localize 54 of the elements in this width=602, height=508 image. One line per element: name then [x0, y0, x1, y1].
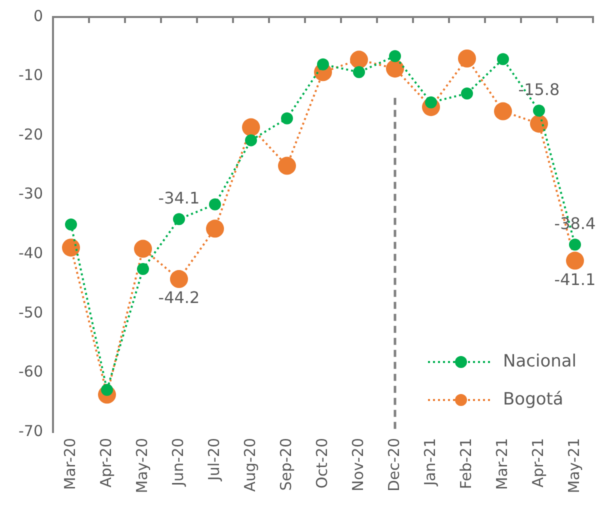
point: [245, 134, 257, 146]
y-tick-label: -50: [18, 303, 43, 322]
x-tick-label: Dec-20: [384, 438, 403, 492]
y-tick-label: -20: [18, 125, 43, 144]
y-tick-label: 0: [33, 6, 43, 25]
legend-label: Bogotá: [503, 389, 564, 410]
point: [458, 50, 476, 68]
point: [278, 156, 296, 175]
data-label: -15.8: [518, 80, 560, 99]
x-tick-label: Jun-20: [168, 438, 187, 487]
x-tick-label: Sep-20: [276, 438, 295, 491]
data-label: -34.1: [158, 188, 200, 208]
y-tick-label: -30: [18, 184, 43, 203]
point: [569, 238, 581, 251]
point: [566, 252, 584, 270]
y-tick-label: -70: [18, 422, 43, 440]
point: [386, 60, 404, 78]
legend-label: Nacional: [503, 351, 577, 372]
point: [209, 198, 221, 210]
x-tick-label: Jan-21: [420, 438, 439, 487]
point: [350, 50, 368, 69]
point: [461, 87, 473, 100]
point: [170, 270, 188, 288]
point: [173, 213, 185, 226]
data-label: -41.1: [554, 270, 596, 289]
data-label: -44.2: [158, 288, 200, 308]
x-tick-label: Mar-21: [492, 438, 511, 490]
point: [134, 240, 152, 258]
point: [206, 220, 224, 238]
x-tick-label: Mar-20: [60, 438, 79, 490]
point: [137, 262, 149, 275]
y-tick-label: -60: [18, 362, 43, 381]
point: [530, 114, 548, 133]
x-tick-label: Nov-20: [348, 438, 367, 492]
x-tick-label: Jul-20: [204, 438, 223, 482]
x-tick-label: Apr-21: [528, 438, 547, 488]
x-tick-label: Feb-21: [456, 438, 475, 490]
point: [494, 102, 512, 120]
point: [353, 66, 365, 78]
x-tick-label: May-20: [132, 438, 151, 494]
point: [65, 218, 77, 230]
point: [62, 238, 80, 257]
x-tick-label: Oct-20: [312, 438, 331, 488]
x-tick-label: May-21: [564, 438, 583, 494]
point: [533, 104, 545, 117]
point: [317, 58, 329, 70]
x-tick-label: Aug-20: [240, 438, 259, 492]
x-tick-label: Apr-20: [96, 438, 115, 488]
point: [281, 112, 293, 124]
point: [242, 118, 260, 136]
point: [497, 53, 509, 66]
point: [389, 50, 401, 62]
y-tick-label: -40: [18, 244, 43, 262]
y-tick-label: -10: [18, 66, 43, 84]
